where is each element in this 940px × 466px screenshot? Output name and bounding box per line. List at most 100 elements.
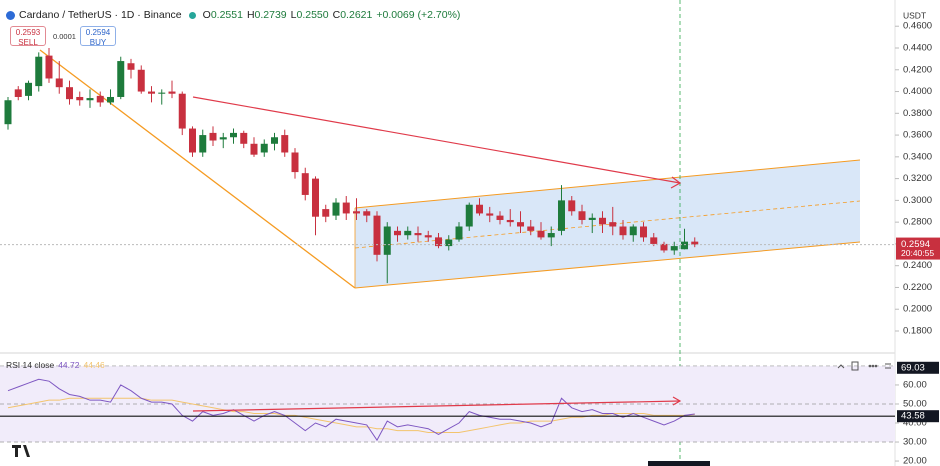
y-tick-label: 40.00 <box>903 418 927 429</box>
symbol-icon <box>6 10 15 20</box>
candle-body <box>640 226 647 238</box>
last-price-box <box>896 237 940 260</box>
ohlc: O0.2551 H0.2739 L0.2550 C0.2621 <box>203 9 373 21</box>
y-tick-label: 30.00 <box>903 437 927 448</box>
y-tick-label: 0.3400 <box>903 151 932 162</box>
marker-box <box>897 361 939 374</box>
candle-body <box>445 239 453 247</box>
candle-body <box>45 55 53 79</box>
ohlc-item: H0.2739 <box>247 9 287 21</box>
ohlc-label: C <box>332 9 341 21</box>
currency: USDT <box>903 10 926 20</box>
marker-label: 69.03 <box>901 362 925 373</box>
channel-bottom <box>354 241 861 289</box>
candle-body <box>455 226 463 240</box>
candle-body <box>650 237 658 244</box>
y-tick-label: 0.3600 <box>903 130 932 141</box>
buy-price: 0.2594 <box>85 28 111 37</box>
ohlc-value: 0.2621 <box>340 9 373 21</box>
y-tick-label: 60.00 <box>903 379 927 390</box>
y-tick-label: 0.3000 <box>903 195 932 206</box>
y-tick-label: 0.4000 <box>903 86 932 97</box>
candle-body <box>322 209 330 217</box>
candle-body <box>517 222 524 227</box>
candle-body <box>240 132 248 144</box>
candle-body <box>301 173 309 195</box>
candle-body <box>629 226 637 236</box>
y-tick-label: 0.3200 <box>903 173 932 184</box>
rsi-legend: RSI 14 close 44.72 44.46 <box>6 360 105 370</box>
candle-body <box>230 132 237 138</box>
y-tick-label: 0.2000 <box>903 304 932 315</box>
candle-body <box>35 56 43 87</box>
candle-body <box>435 237 442 247</box>
buy-label: BUY <box>89 37 107 47</box>
candle-body <box>178 93 186 129</box>
candle-body <box>547 233 555 238</box>
ohlc-label: O <box>202 9 211 21</box>
candle-body <box>619 226 627 236</box>
marker-box <box>897 410 939 423</box>
spread: 0.0001 <box>53 32 76 41</box>
candle-body <box>394 230 401 236</box>
arrow <box>192 96 681 184</box>
y-tick-label: 20.00 <box>903 456 927 466</box>
countdown: 20:40:55 <box>901 248 934 258</box>
candle-body <box>199 135 207 153</box>
rsi-arrow-head <box>672 396 682 406</box>
candle-body <box>219 137 227 140</box>
candle-body <box>506 219 514 223</box>
candle-body <box>486 213 494 216</box>
date-label <box>648 461 710 466</box>
candle-body <box>496 215 504 220</box>
pane-tools <box>837 361 891 371</box>
candle-body <box>96 95 104 103</box>
rsi-line <box>7 378 695 442</box>
rsi-line <box>7 397 695 434</box>
candle-body <box>250 143 258 155</box>
candle-body <box>25 82 32 96</box>
sell-label: SELL <box>18 37 38 47</box>
candle-body <box>342 202 350 214</box>
candle-body <box>383 226 391 255</box>
candle-body <box>558 200 565 231</box>
candle-body <box>209 132 217 141</box>
y-tick-label: 50.00 <box>903 399 927 410</box>
y-tick-label: 0.2200 <box>903 282 932 293</box>
candle-body <box>465 204 473 227</box>
candle-body <box>117 61 125 97</box>
candle-body <box>670 246 678 251</box>
candle-body <box>599 217 606 225</box>
candle-body <box>127 63 135 70</box>
ohlc-value: 0.2550 <box>296 9 329 21</box>
candle-body <box>168 91 176 94</box>
candle-body <box>332 202 340 216</box>
channel-top <box>354 159 861 209</box>
marker-label: 43.58 <box>901 411 925 422</box>
buy-button[interactable]: 0.2594 BUY <box>80 26 116 47</box>
candle-body <box>76 96 84 101</box>
candle-body <box>66 87 73 100</box>
candle-body <box>691 241 699 245</box>
ohlc-value: 0.2551 <box>210 9 243 21</box>
candle-body <box>271 137 278 144</box>
candle-body <box>363 211 371 216</box>
channel-fill <box>355 160 860 288</box>
logo <box>12 445 30 457</box>
ohlc-label: H <box>246 9 255 21</box>
candle-body <box>404 230 412 236</box>
candle-body <box>424 235 432 238</box>
candle-body <box>281 135 289 153</box>
rsi-ma-value: 44.46 <box>83 360 105 370</box>
y-tick-label: 0.4600 <box>903 21 932 32</box>
symbol: Cardano / TetherUS · 1D · Binance <box>19 9 182 21</box>
candle-body <box>588 217 596 220</box>
candle-body <box>568 200 576 212</box>
rsi-arrow <box>192 400 681 412</box>
last-price: 0.2594 <box>901 239 930 250</box>
rsi-value: 44.72 <box>58 360 80 370</box>
sell-button[interactable]: 0.2593 SELL <box>10 26 46 47</box>
candle-body <box>137 69 145 92</box>
